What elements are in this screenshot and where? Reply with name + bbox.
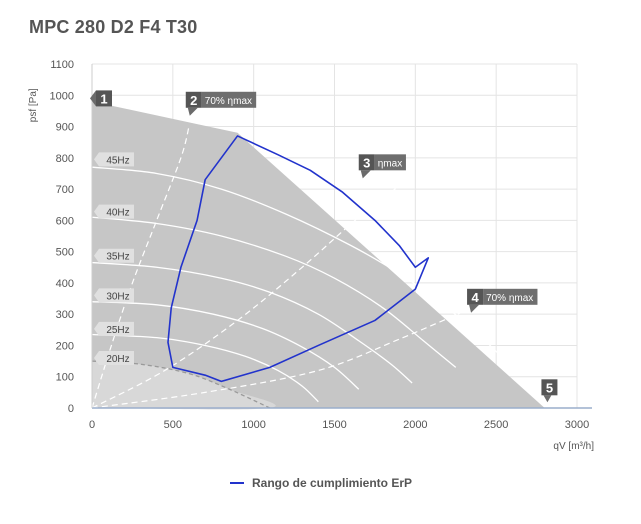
- efficiency-curve: [91, 126, 190, 409]
- speed-label-box: [94, 321, 134, 336]
- y-tick-label: 300: [56, 309, 74, 321]
- y-axis-label: psf [Pa]: [28, 88, 39, 122]
- y-tick-label: 900: [56, 122, 74, 134]
- x-tick-label: 1500: [322, 419, 346, 431]
- x-tick-label: 0: [89, 419, 95, 431]
- speed-label: 20Hz: [106, 354, 129, 365]
- erp-range-curve: [167, 135, 430, 383]
- y-tick-label: 100: [56, 372, 74, 384]
- speed-curve: [91, 301, 360, 390]
- marker-number: 5: [546, 380, 553, 395]
- low-speed-area: [92, 361, 276, 410]
- fan-performance-chart: 0 500 1000 1500 2000 2500 3000 0 100 200 300 400 500…: [28, 59, 594, 452]
- marker-text: 70% ηmax: [486, 293, 533, 304]
- x-tick-label: 2000: [403, 419, 427, 431]
- marker-number: 1: [100, 91, 107, 106]
- y-tick-label: 800: [56, 153, 74, 165]
- speed-label: 35Hz: [106, 252, 129, 263]
- marker-pointer: [469, 304, 480, 313]
- speed-curve: [91, 216, 457, 368]
- speed-label: 30Hz: [106, 291, 129, 302]
- marker-number: 4: [471, 290, 479, 305]
- speed-label-box: [94, 152, 134, 167]
- speed-label: 25Hz: [106, 325, 129, 336]
- marker-pointer: [90, 90, 96, 107]
- marker-text-box: [374, 154, 406, 171]
- x-axis-label: qV [m³/h]: [553, 441, 594, 452]
- y-tick-label: 1000: [50, 90, 74, 102]
- marker-number-box: [96, 90, 112, 107]
- marker-text-box: [483, 288, 538, 305]
- y-tick-label: 500: [56, 247, 74, 259]
- x-tick-label: 2500: [484, 419, 508, 431]
- marker-pointer: [543, 395, 552, 403]
- speed-label-box: [94, 288, 134, 303]
- legend-swatch-erp: [230, 482, 244, 484]
- speed-label: 40Hz: [106, 208, 129, 219]
- marker-number-box: [185, 91, 202, 108]
- chart-title: MPC 280 D2 F4 T30: [29, 17, 198, 37]
- x-tick-label: 3000: [565, 419, 589, 431]
- marker-pointer: [187, 107, 198, 116]
- speed-label-box: [94, 204, 134, 219]
- marker-number: 3: [363, 155, 370, 170]
- marker-text: 70% ηmax: [205, 96, 252, 107]
- speed-curve: [91, 261, 413, 384]
- operating-area: [92, 101, 545, 408]
- y-tick-label: 0: [68, 403, 74, 415]
- marker-pointer: [360, 170, 371, 179]
- x-tick-label: 1000: [241, 419, 265, 431]
- speed-label: 45Hz: [106, 155, 129, 166]
- speed-curve: [91, 333, 319, 403]
- y-tick-label: 1100: [50, 59, 74, 71]
- y-tick-label: 600: [56, 215, 74, 227]
- marker-number-box: [467, 288, 484, 305]
- y-tick-label: 700: [56, 184, 74, 196]
- y-tick-label: 200: [56, 340, 74, 352]
- marker-number-box: [541, 379, 558, 396]
- speed-curve: [91, 360, 271, 409]
- marker-number-box: [358, 154, 375, 171]
- marker-text-box: [201, 91, 257, 108]
- speed-curve: [91, 166, 505, 360]
- legend-label-erp: Rango de cumplimiento ErP: [252, 476, 413, 490]
- efficiency-curve: [91, 179, 408, 409]
- speed-label-box: [94, 350, 134, 365]
- speed-label-box: [94, 248, 134, 263]
- chart-legend: Rango de cumplimiento ErP: [230, 476, 412, 490]
- marker-number: 2: [190, 93, 197, 108]
- efficiency-curve: [91, 307, 473, 409]
- x-tick-label: 500: [164, 419, 182, 431]
- y-tick-label: 400: [56, 278, 74, 290]
- marker-text: ηmax: [378, 158, 402, 169]
